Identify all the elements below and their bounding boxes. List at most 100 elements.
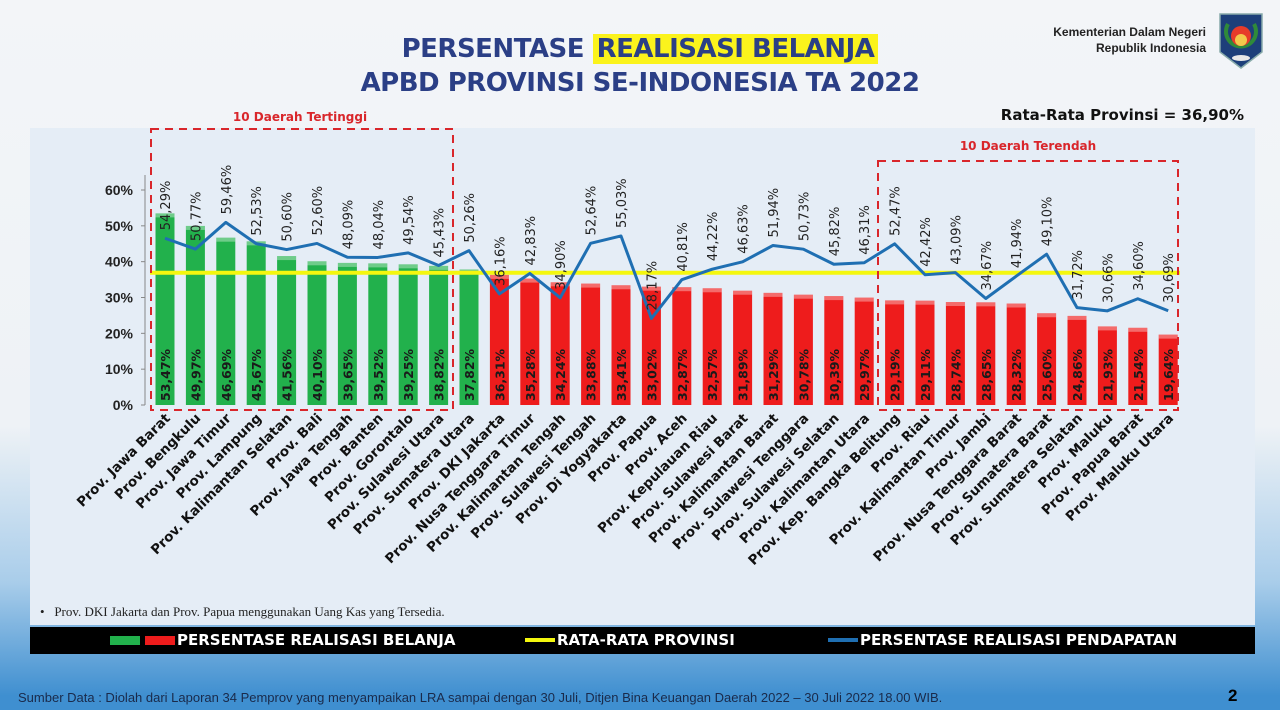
legend-rata-label: RATA-RATA PROVINSI bbox=[557, 631, 735, 649]
revenue-value-label: 59,46% bbox=[220, 165, 235, 215]
bar-value-label: 30,78% bbox=[796, 348, 811, 401]
revenue-value-label: 48,09% bbox=[341, 200, 356, 250]
bar-value-label: 21,54% bbox=[1131, 348, 1146, 401]
bar bbox=[945, 302, 965, 405]
bar-value-label: 30,39% bbox=[827, 348, 842, 401]
bar-value-label: 28,65% bbox=[979, 348, 994, 401]
bar-highlight bbox=[702, 288, 722, 293]
bar bbox=[185, 225, 205, 405]
bar bbox=[1067, 315, 1087, 405]
revenue-value-label: 46,63% bbox=[737, 204, 752, 254]
bar-value-label: 49,97% bbox=[188, 348, 203, 401]
legend-red-swatch bbox=[145, 635, 175, 645]
bar bbox=[398, 264, 418, 405]
y-tick-label: 10% bbox=[105, 361, 134, 377]
revenue-value-label: 36,16% bbox=[493, 236, 508, 286]
revenue-value-label: 52,60% bbox=[311, 186, 326, 236]
bar-highlight bbox=[307, 261, 327, 266]
bar bbox=[277, 256, 297, 405]
bar-value-label: 33,02% bbox=[644, 348, 659, 401]
revenue-line bbox=[164, 220, 1169, 320]
bar-highlight bbox=[581, 283, 601, 288]
bar-highlight bbox=[945, 302, 965, 307]
legend-yellow-line bbox=[525, 638, 555, 642]
chart-title-line1: PERSENTASE REALISASI BELANJA bbox=[0, 34, 1280, 64]
ministry-logo-icon bbox=[1219, 13, 1263, 69]
y-tick-label: 20% bbox=[105, 325, 134, 341]
top10-label: 10 Daerah Tertinggi bbox=[233, 110, 367, 124]
bar-value-label: 46,69% bbox=[219, 348, 234, 401]
footnote-text: Prov. DKI Jakarta dan Prov. Papua menggu… bbox=[54, 604, 445, 619]
bar bbox=[733, 290, 753, 405]
revenue-value-label: 50,60% bbox=[281, 192, 296, 242]
revenue-value-label: 45,43% bbox=[433, 208, 448, 258]
bar-value-label: 39,65% bbox=[340, 348, 355, 401]
bar-highlight bbox=[793, 294, 813, 299]
revenue-value-label: 43,09% bbox=[949, 215, 964, 265]
bar-highlight bbox=[216, 237, 236, 242]
bar-highlight bbox=[520, 278, 540, 283]
bar-highlight bbox=[976, 302, 996, 307]
revenue-value-label: 42,42% bbox=[919, 217, 934, 267]
title-highlight: REALISASI BELANJA bbox=[592, 34, 879, 64]
bar-highlight bbox=[489, 274, 509, 279]
revenue-value-label: 54,29% bbox=[159, 181, 174, 231]
bar-value-label: 32,57% bbox=[705, 348, 720, 401]
bar-highlight bbox=[185, 225, 205, 230]
bar-value-label: 31,89% bbox=[736, 348, 751, 401]
bar bbox=[824, 296, 844, 405]
bar-value-label: 32,87% bbox=[675, 348, 690, 401]
bar bbox=[885, 300, 905, 405]
bar-value-label: 29,97% bbox=[857, 348, 872, 401]
bar-highlight bbox=[885, 300, 905, 305]
revenue-value-label: 51,94% bbox=[767, 188, 782, 238]
revenue-value-label: 28,17% bbox=[645, 261, 660, 311]
footnote: • Prov. DKI Jakarta dan Prov. Papua meng… bbox=[40, 604, 445, 619]
bar-value-label: 53,47% bbox=[158, 348, 173, 401]
bar-highlight bbox=[611, 285, 631, 290]
bar-value-label: 39,25% bbox=[401, 348, 416, 401]
bar-highlight bbox=[550, 282, 570, 287]
legend-rata: RATA-RATA PROVINSI bbox=[525, 631, 735, 649]
bar bbox=[581, 283, 601, 405]
legend-pendapatan: PERSENTASE REALISASI PENDAPATAN bbox=[828, 631, 1177, 649]
revenue-value-label: 46,31% bbox=[858, 205, 873, 255]
bottom10-box bbox=[877, 160, 1179, 411]
ministry-line1: Kementerian Dalam Negeri bbox=[1053, 25, 1206, 39]
bar-value-label: 33,88% bbox=[584, 348, 599, 401]
bar bbox=[641, 286, 661, 405]
revenue-value-label: 42,83% bbox=[524, 216, 539, 266]
bar-highlight bbox=[337, 262, 357, 267]
legend-green-swatch bbox=[110, 635, 140, 645]
bar-value-label: 28,74% bbox=[948, 348, 963, 401]
bar-value-label: 41,56% bbox=[280, 348, 295, 401]
revenue-value-label: 52,53% bbox=[250, 186, 265, 236]
bar-highlight bbox=[1097, 326, 1117, 331]
ministry-line2: Republik Indonesia bbox=[1095, 41, 1206, 55]
ministry-name: Kementerian Dalam Negeri Republik Indone… bbox=[1053, 24, 1206, 56]
bar-value-label: 29,11% bbox=[918, 348, 933, 401]
bar-value-label: 19,64% bbox=[1161, 348, 1176, 401]
bar bbox=[489, 274, 509, 405]
legend-pendapatan-label: PERSENTASE REALISASI PENDAPATAN bbox=[860, 631, 1178, 649]
bar-value-label: 21,93% bbox=[1100, 348, 1115, 401]
bar-highlight bbox=[1037, 313, 1057, 318]
bar-highlight bbox=[763, 292, 783, 297]
bar-value-label: 40,10% bbox=[310, 348, 325, 401]
revenue-value-label: 30,66% bbox=[1101, 253, 1116, 303]
legend-blue-line bbox=[828, 638, 858, 642]
chart-title-line2: APBD PROVINSI SE-INDONESIA TA 2022 bbox=[360, 68, 920, 98]
revenue-value-label: 30,69% bbox=[1162, 253, 1177, 303]
bar-value-label: 24,86% bbox=[1070, 348, 1085, 401]
bar bbox=[337, 262, 357, 405]
bar-highlight bbox=[429, 265, 449, 270]
bar-highlight bbox=[1158, 334, 1178, 339]
bar bbox=[307, 261, 327, 405]
bar-value-label: 33,41% bbox=[614, 348, 629, 401]
bar bbox=[1128, 327, 1148, 405]
bar-highlight bbox=[1128, 327, 1148, 332]
bar bbox=[1037, 313, 1057, 405]
bar bbox=[155, 213, 175, 405]
title-prefix: PERSENTASE bbox=[401, 34, 585, 64]
bar-highlight bbox=[368, 263, 388, 268]
